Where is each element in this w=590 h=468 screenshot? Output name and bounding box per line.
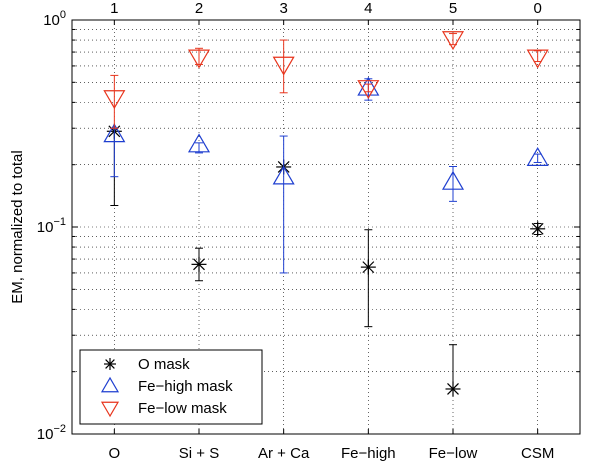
data-point-triangle-up	[187, 133, 211, 153]
x-top-tick-label: 5	[449, 0, 457, 17]
data-point-triangle-down	[272, 56, 295, 76]
x-top-tick-label: 1	[110, 0, 118, 17]
data-point-asterisk	[191, 256, 207, 272]
x-top-tick-label: 4	[364, 0, 372, 17]
data-point-triangle-up	[441, 170, 465, 190]
x-top-tick-label: 3	[279, 0, 287, 17]
x-top-tick-label: 0	[533, 0, 541, 17]
data-point-asterisk	[360, 259, 376, 275]
legend-label: Fe−low mask	[138, 400, 227, 417]
x-tick-label: Si + S	[179, 445, 219, 462]
data-point-triangle-up	[526, 146, 549, 166]
legend-label: O mask	[138, 356, 190, 373]
legend-marker	[104, 358, 116, 370]
y-tick-label: 100	[43, 9, 66, 29]
y-axis-label: EM, normalized to total	[9, 150, 26, 303]
data-point-asterisk	[530, 221, 546, 237]
x-tick-label: Fe−low	[429, 445, 478, 462]
data-point-triangle-down	[103, 90, 126, 110]
y-tick-label: 10−1	[37, 216, 66, 236]
legend-marker	[100, 401, 120, 418]
data-point-triangle-down	[526, 49, 549, 69]
x-tick-label: Fe−high	[341, 445, 396, 462]
legend: O mask Fe−high mask Fe−low mask	[79, 349, 263, 425]
legend-label: Fe−high mask	[138, 378, 233, 395]
y-tick-label: 10−2	[37, 423, 66, 443]
ticks: O 1 Si + S 2 Ar + Ca 3 Fe−high 4 Fe−low 5 CSM 0 100 1…	[37, 0, 580, 462]
x-tick-label: O	[108, 445, 120, 462]
data-point-triangle-down	[357, 80, 380, 100]
data-point-triangle-down	[187, 49, 211, 69]
x-top-tick-label: 2	[195, 0, 203, 17]
x-tick-label: CSM	[521, 445, 554, 462]
x-tick-label: Ar + Ca	[258, 445, 310, 462]
data-marks	[103, 31, 549, 397]
data-point-triangle-down	[441, 31, 465, 51]
data-point-triangle-up	[103, 123, 126, 143]
legend-box	[79, 349, 263, 425]
data-point-triangle-up	[272, 165, 295, 185]
legend-marker	[100, 376, 120, 393]
plot-frame	[71, 19, 581, 435]
data-point-asterisk	[445, 381, 461, 397]
data-point-triangle-up	[357, 76, 380, 96]
